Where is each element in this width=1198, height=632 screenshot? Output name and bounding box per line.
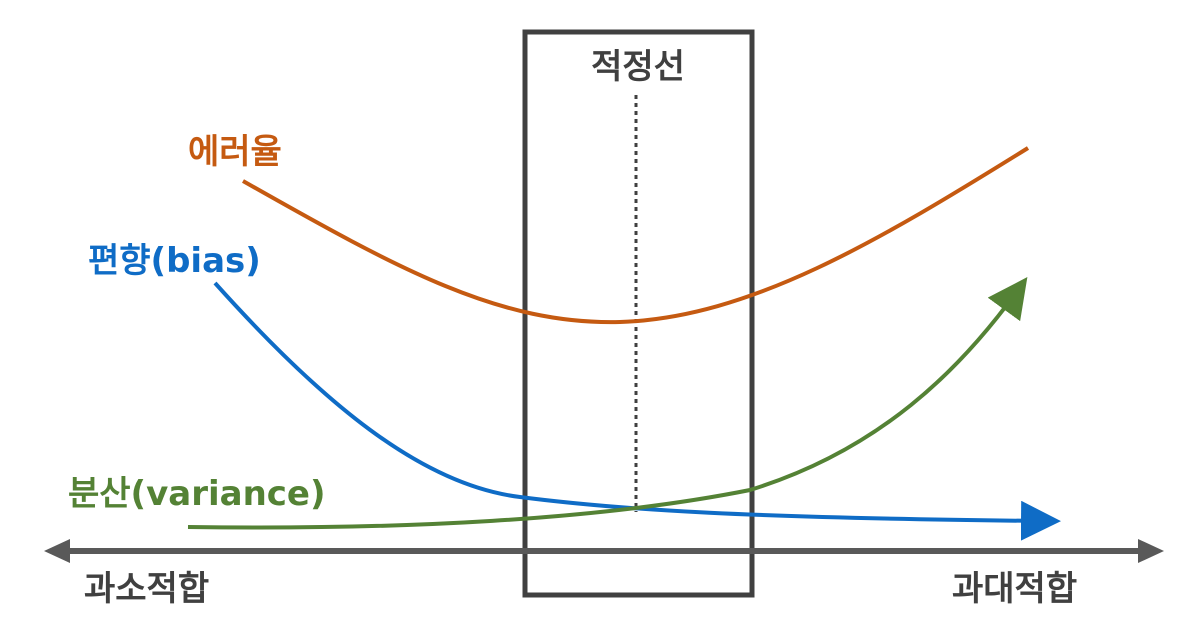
bias-label: 편향(bias): [88, 241, 261, 281]
axis-right-arrowhead: [1138, 539, 1164, 563]
error-rate-label: 에러율: [188, 132, 282, 172]
overfit-label: 과대적합: [952, 569, 1077, 609]
error-rate-curve: [242, 146, 1030, 325]
axis-left-arrowhead: [44, 539, 70, 563]
underfit-label: 과소적합: [84, 569, 209, 609]
bias-curve: [213, 281, 1061, 541]
optimal-label: 적정선: [591, 47, 685, 87]
variance-label: 분산(variance): [68, 474, 326, 514]
variance-curve: [187, 277, 1028, 530]
optimal-region-box: [522, 29, 755, 598]
